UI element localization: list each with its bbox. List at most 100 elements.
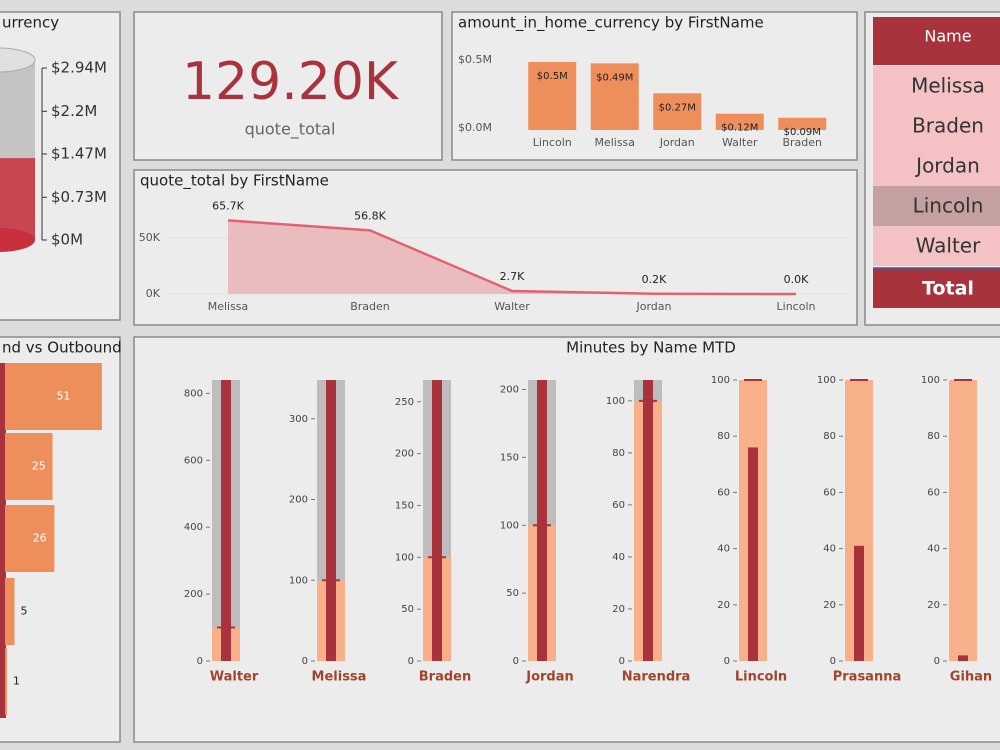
- x-tick-label: Lincoln: [735, 670, 787, 685]
- y-tick-label: 0: [302, 656, 308, 667]
- table-row: [873, 186, 1000, 226]
- value-label: 0.2K: [642, 273, 667, 286]
- bar: [528, 62, 577, 130]
- value-bar: [643, 380, 653, 661]
- kpi-panel: [133, 11, 443, 161]
- value-label: $0.09M: [784, 127, 821, 138]
- value-label: $0.27M: [659, 102, 696, 113]
- bar: [590, 63, 639, 130]
- gauge-fill: [0, 158, 35, 240]
- y-tick-label: 200: [395, 449, 414, 460]
- value-label: 65.7K: [212, 199, 244, 212]
- value-bar: [537, 380, 547, 661]
- chart-title: Minutes by Name MTD: [566, 339, 736, 357]
- value-label: 0.0K: [784, 273, 809, 286]
- value-label: $0.49M: [596, 72, 633, 83]
- bar: [5, 578, 15, 645]
- bar: [653, 93, 702, 130]
- kpi-label: quote_total: [245, 120, 336, 140]
- value-bar: [854, 545, 864, 661]
- y-tick-label: 20: [612, 604, 625, 615]
- value-label: 25: [32, 460, 46, 473]
- chart-title: quote_total by FirstName: [140, 172, 329, 191]
- y-tick-label: 0: [830, 656, 836, 667]
- header-text: Name: [924, 27, 971, 46]
- table-total: [873, 268, 1000, 308]
- y-tick-label: 100: [606, 396, 625, 407]
- y-tick-label: 40: [927, 544, 940, 555]
- bar: [5, 648, 7, 715]
- y-tick-label: 300: [289, 414, 308, 425]
- x-tick-label: Braden: [350, 300, 390, 313]
- value-bar: [326, 380, 336, 661]
- row-text: Walter: [916, 234, 981, 258]
- x-tick-label: Walter: [722, 136, 758, 149]
- y-tick-label: 60: [612, 500, 625, 511]
- y-tick-label: 800: [184, 388, 203, 399]
- line: [227, 219, 797, 296]
- y-tick-label: 80: [717, 431, 730, 442]
- y-tick-label: 100: [395, 552, 414, 563]
- y-tick-label: 150: [395, 500, 414, 511]
- y-tick-label: 40: [823, 544, 836, 555]
- x-tick-label: Jordan: [659, 136, 695, 149]
- chart-title: amount_in_home_currency by FirstName: [458, 14, 764, 33]
- x-tick-label: Melissa: [594, 136, 635, 149]
- cut-bar: [0, 363, 6, 718]
- x-tick-label: Jordan: [636, 300, 672, 313]
- table-row: [873, 226, 1000, 266]
- y-tick-label: 40: [612, 552, 625, 563]
- x-tick-label: Braden: [419, 670, 471, 685]
- y-tick-label: 0: [408, 656, 414, 667]
- target-band: [949, 380, 977, 661]
- chart-title: urrency: [2, 14, 59, 32]
- y-tick-label: 100: [711, 375, 730, 386]
- x-tick-label: Narendra: [622, 670, 691, 685]
- y-tick-label: 40: [717, 544, 730, 555]
- x-tick-label: Gihan: [950, 670, 992, 685]
- x-tick-label: Braden: [782, 136, 822, 149]
- y-tick-label: 20: [717, 600, 730, 611]
- y-tick-label: 50K: [139, 231, 161, 244]
- value-bar: [748, 447, 758, 661]
- x-tick-label: Lincoln: [777, 300, 816, 313]
- y-tick-label: $0.0M: [458, 121, 492, 134]
- y-tick-label: 200: [289, 495, 308, 506]
- y-tick-label: 100: [289, 575, 308, 586]
- y-tick-label: $2.94M: [51, 59, 107, 77]
- value-label: $0.5M: [537, 71, 568, 82]
- y-tick-label: 100: [817, 375, 836, 386]
- x-tick-label: Jordan: [525, 670, 574, 685]
- value-label: 2.7K: [500, 270, 525, 283]
- value-label: 26: [33, 532, 47, 545]
- table-header: [873, 17, 1000, 65]
- x-tick-label: Walter: [210, 670, 259, 685]
- x-tick-label: Lincoln: [533, 136, 572, 149]
- y-tick-label: 20: [927, 600, 940, 611]
- value-bar: [958, 655, 968, 661]
- y-tick-label: 50: [401, 604, 414, 615]
- value-label: 56.8K: [354, 209, 386, 222]
- value-label: 5: [21, 605, 28, 618]
- y-tick-label: $0.5M: [458, 53, 492, 66]
- value-label: 51: [56, 390, 70, 403]
- table-row: [873, 106, 1000, 146]
- y-tick-label: 60: [717, 487, 730, 498]
- y-tick-label: $0.73M: [51, 188, 107, 206]
- y-tick-label: 0K: [146, 287, 161, 300]
- y-tick-label: 0: [934, 656, 940, 667]
- y-tick-label: $0M: [51, 231, 83, 249]
- bar: [5, 363, 102, 430]
- y-tick-label: 200: [500, 385, 519, 396]
- y-tick-label: 0: [724, 656, 730, 667]
- total-text: Total: [922, 278, 974, 300]
- y-tick-label: 150: [500, 452, 519, 463]
- y-tick-label: 0: [197, 656, 203, 667]
- y-tick-label: 80: [927, 431, 940, 442]
- y-tick-label: 250: [395, 397, 414, 408]
- y-tick-label: 80: [612, 448, 625, 459]
- y-tick-label: $1.47M: [51, 145, 107, 163]
- chart-title: nd vs Outbound: [2, 339, 122, 357]
- y-tick-label: 50: [506, 588, 519, 599]
- row-text: Lincoln: [913, 194, 984, 218]
